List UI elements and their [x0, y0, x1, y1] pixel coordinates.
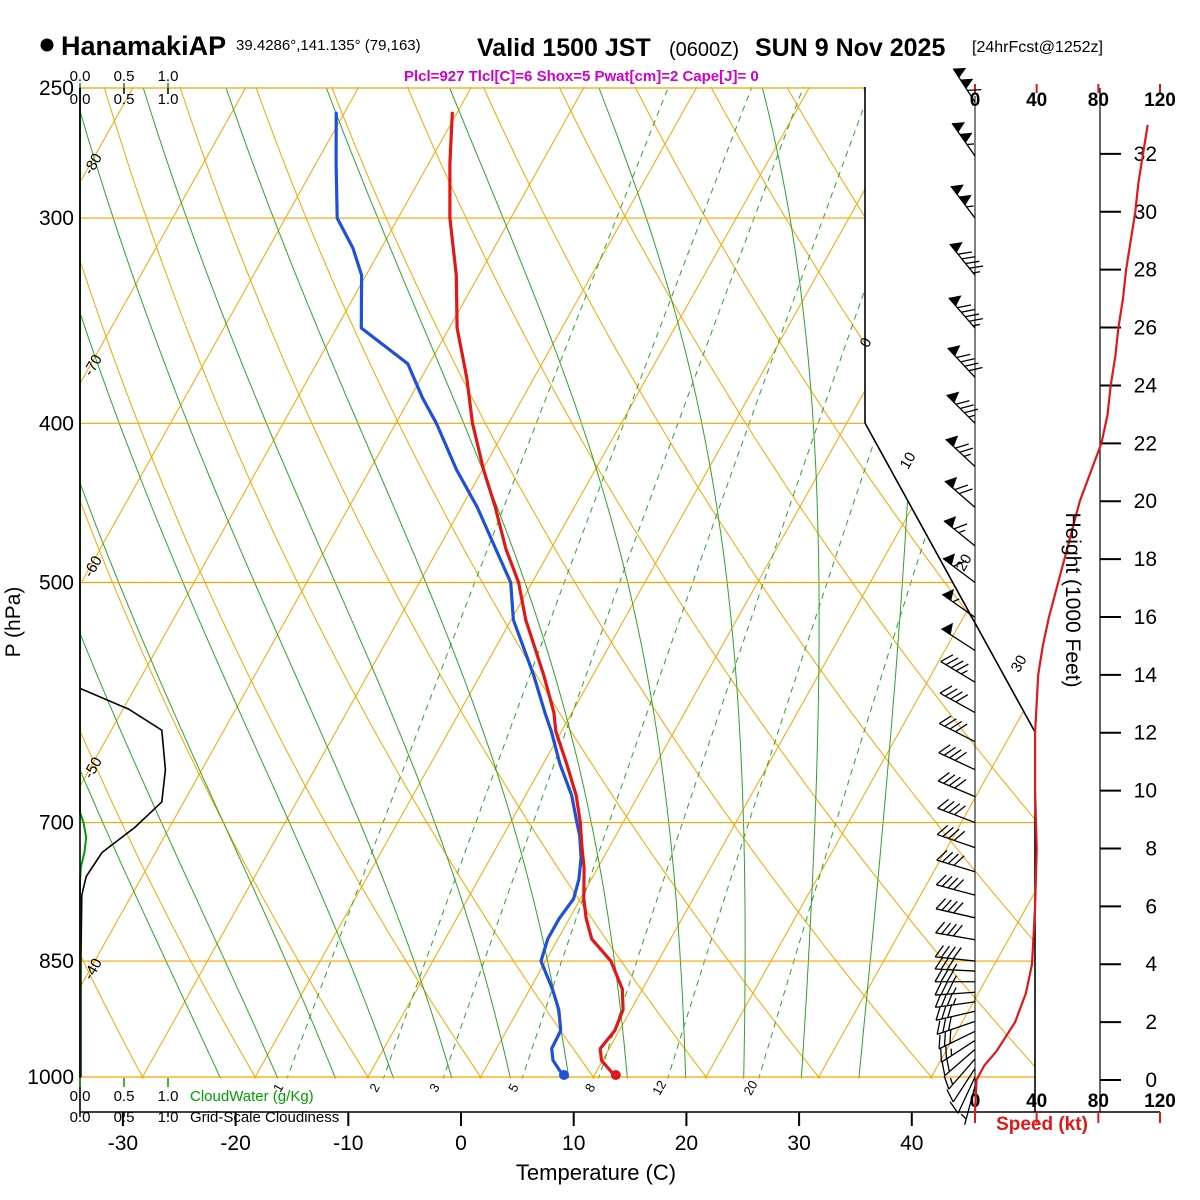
svg-text:24: 24 — [1134, 374, 1158, 397]
surface-temperature-dot — [610, 1070, 621, 1081]
svg-text:5: 5 — [505, 1081, 522, 1095]
svg-text:2: 2 — [366, 1081, 383, 1095]
temperature-trace — [448, 111, 625, 1079]
svg-text:8: 8 — [582, 1081, 599, 1095]
skewt-grid — [80, 87, 1035, 1079]
svg-text:80: 80 — [1088, 1091, 1109, 1112]
svg-text:0: 0 — [1145, 1069, 1157, 1092]
station-name: HanamakiAP — [61, 31, 226, 61]
svg-text:32: 32 — [1134, 143, 1157, 166]
svg-text:20: 20 — [1134, 490, 1157, 513]
svg-text:-80: -80 — [80, 150, 106, 177]
svg-text:1.0: 1.0 — [158, 1109, 179, 1126]
svg-text:10: 10 — [562, 1132, 585, 1155]
svg-text:40: 40 — [1026, 90, 1047, 111]
svg-text:0.0: 0.0 — [70, 1088, 91, 1105]
svg-text:30: 30 — [1134, 201, 1157, 224]
dewpoint-trace — [334, 111, 583, 1079]
svg-text:400: 400 — [39, 412, 74, 435]
svg-text:0.0: 0.0 — [70, 68, 91, 85]
valid-date: SUN 9 Nov 2025 — [755, 34, 945, 62]
valid-zulu: (0600Z) — [669, 39, 739, 61]
valid-time: Valid 1500 JST — [477, 34, 651, 62]
svg-text:26: 26 — [1134, 317, 1157, 340]
svg-text:80: 80 — [1088, 90, 1109, 111]
svg-text:10: 10 — [897, 449, 920, 472]
svg-text:2: 2 — [1145, 1011, 1157, 1034]
svg-text:18: 18 — [1134, 548, 1157, 571]
svg-text:0.5: 0.5 — [114, 91, 135, 108]
svg-text:1.0: 1.0 — [158, 91, 179, 108]
svg-text:8: 8 — [1145, 837, 1157, 860]
svg-text:-10: -10 — [333, 1132, 363, 1155]
svg-text:-40: -40 — [80, 955, 106, 982]
svg-text:10: 10 — [1134, 780, 1157, 803]
station-bullet-icon — [40, 38, 54, 52]
cloudiness-label: Grid-Scale Cloudiness — [190, 1109, 339, 1126]
svg-text:1000: 1000 — [27, 1066, 74, 1089]
svg-text:12: 12 — [649, 1078, 669, 1098]
svg-text:250: 250 — [39, 77, 74, 100]
svg-text:0: 0 — [970, 90, 981, 111]
svg-text:0.0: 0.0 — [70, 1109, 91, 1126]
wind-speed-curve — [973, 124, 1149, 1113]
speed-profile-curve — [973, 124, 1149, 1113]
svg-text:28: 28 — [1134, 259, 1157, 282]
svg-text:500: 500 — [39, 572, 74, 595]
svg-text:-30: -30 — [108, 1132, 138, 1155]
svg-text:120: 120 — [1144, 90, 1176, 111]
svg-text:12: 12 — [1134, 722, 1157, 745]
svg-text:1.0: 1.0 — [158, 1088, 179, 1105]
svg-text:-50: -50 — [80, 754, 106, 781]
speed-axis-title: Speed (kt) — [996, 1114, 1088, 1135]
svg-text:120: 120 — [1144, 1091, 1176, 1112]
svg-text:40: 40 — [900, 1132, 923, 1155]
svg-text:20: 20 — [675, 1132, 698, 1155]
svg-text:30: 30 — [787, 1132, 810, 1155]
svg-text:1.0: 1.0 — [158, 68, 179, 85]
temperature-axis-title: Temperature (C) — [516, 1160, 676, 1185]
svg-text:4: 4 — [1145, 953, 1157, 976]
svg-text:0: 0 — [857, 335, 876, 351]
svg-text:20: 20 — [740, 1078, 760, 1098]
svg-text:0.5: 0.5 — [114, 68, 135, 85]
svg-text:6: 6 — [1145, 895, 1157, 918]
wind-barb-column — [934, 67, 984, 1126]
station-coords: 39.4286°,141.135° (79,163) — [236, 37, 421, 54]
svg-text:3: 3 — [426, 1081, 443, 1095]
svg-text:16: 16 — [1134, 606, 1157, 629]
svg-text:0.0: 0.0 — [70, 91, 91, 108]
forecast-tag: [24hrFcst@1252z] — [972, 39, 1103, 56]
svg-text:-20: -20 — [220, 1132, 250, 1155]
surface-dewpoint-dot — [558, 1070, 569, 1081]
svg-text:850: 850 — [39, 950, 74, 973]
stability-indices: Plcl=927 Tlcl[C]=6 Shox=5 Pwat[cm]=2 Cap… — [404, 68, 759, 85]
svg-text:14: 14 — [1134, 664, 1158, 687]
svg-text:300: 300 — [39, 207, 74, 230]
svg-text:0.5: 0.5 — [114, 1088, 135, 1105]
height-axis-title: Height (1000 Feet) — [1061, 512, 1084, 687]
svg-text:30: 30 — [1008, 652, 1031, 675]
svg-text:40: 40 — [1026, 1091, 1047, 1112]
temperature-dewpoint-profiles — [334, 111, 625, 1081]
pressure-axis-title: P (hPa) — [2, 587, 25, 658]
cloudwater-label: CloudWater (g/Kg) — [190, 1088, 314, 1105]
svg-text:700: 700 — [39, 812, 74, 835]
svg-text:22: 22 — [1134, 432, 1157, 455]
svg-text:20: 20 — [953, 551, 976, 574]
svg-text:0.5: 0.5 — [114, 1109, 135, 1126]
svg-text:0: 0 — [455, 1132, 467, 1155]
